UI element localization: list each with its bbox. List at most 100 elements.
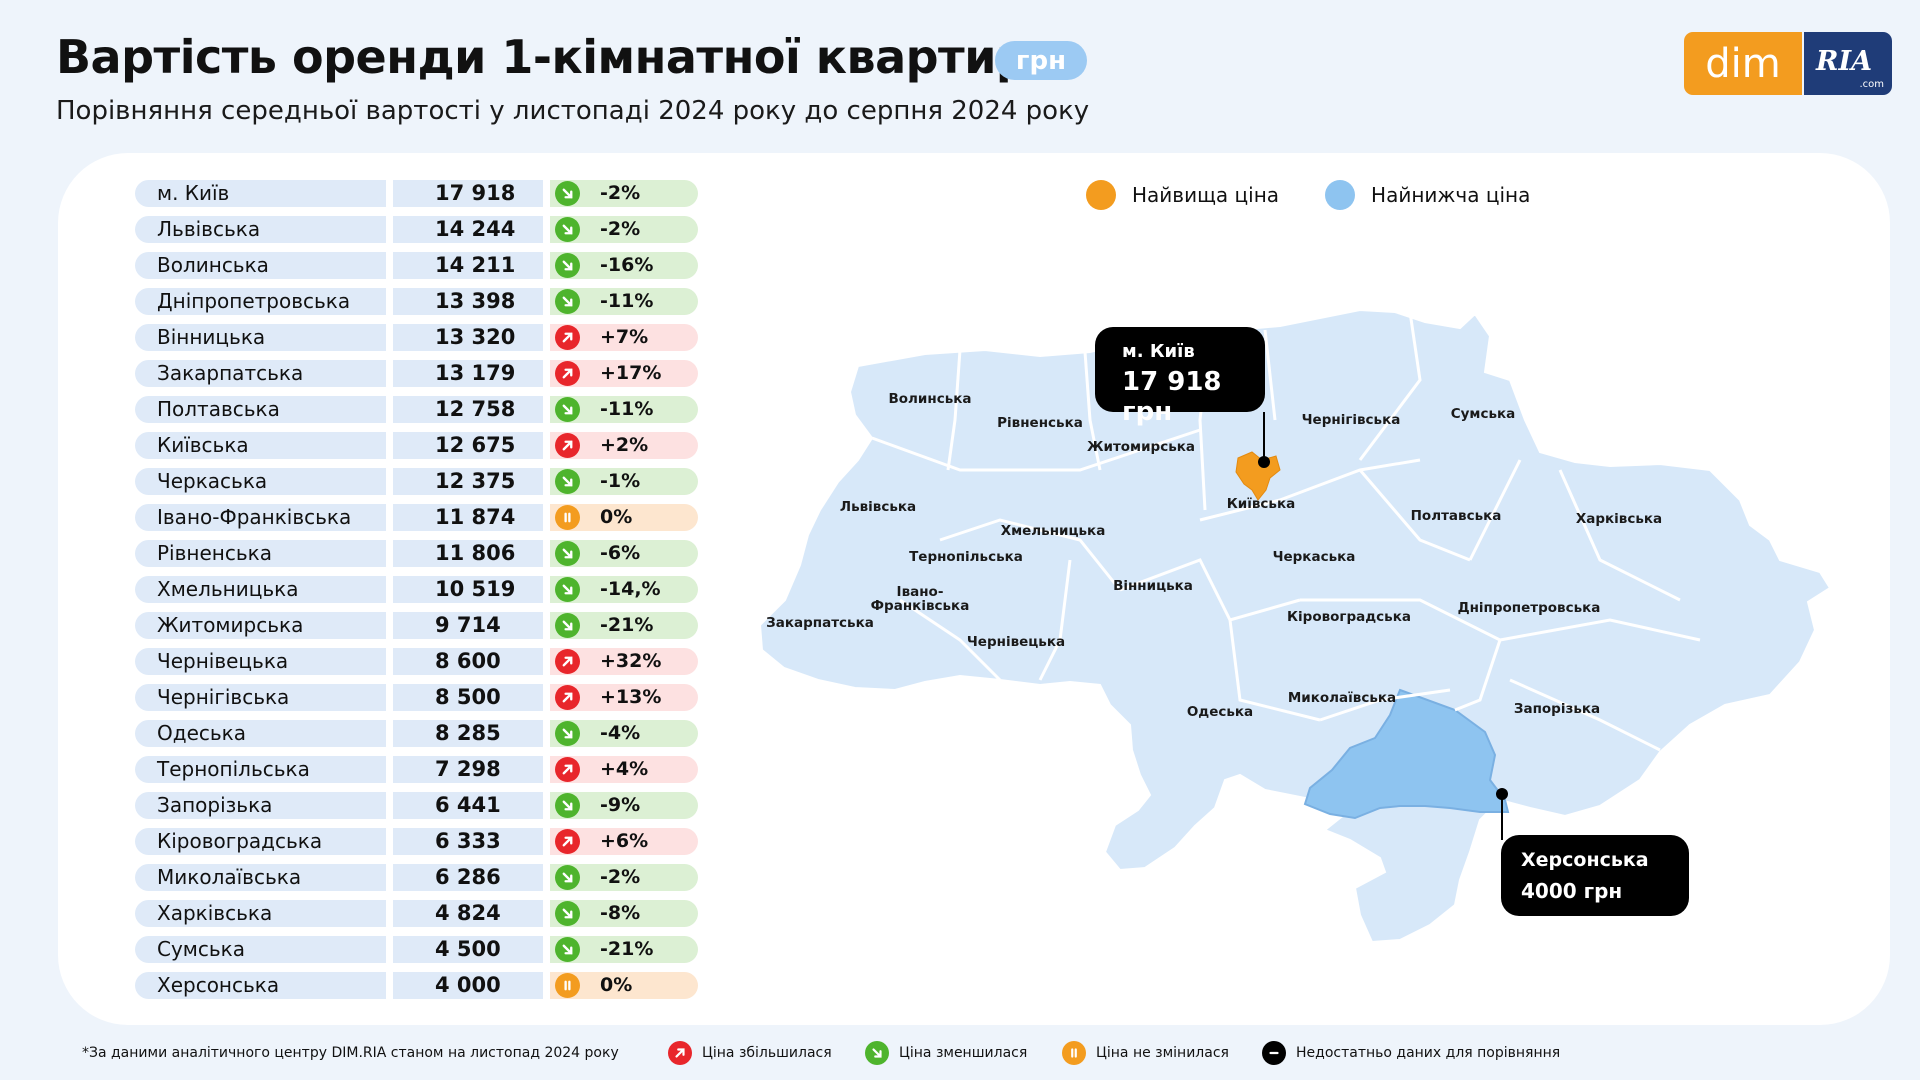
arrow-up-right-icon	[555, 325, 580, 350]
region-price: 6 441	[393, 792, 543, 819]
change-value: -9%	[600, 794, 641, 816]
region-change: -21%	[550, 612, 698, 639]
change-value: -4%	[600, 722, 641, 744]
region-change: +13%	[550, 684, 698, 711]
legend-no-data: Недостатньо даних для порівняння	[1262, 1041, 1560, 1065]
logo-ria-suffix: .com	[1859, 79, 1884, 90]
region-change: -2%	[550, 216, 698, 243]
change-value: -1%	[600, 470, 641, 492]
map-label-mykolaivska: Миколаївська	[1288, 690, 1396, 706]
region-price: 6 333	[393, 828, 543, 855]
region-price: 6 286	[393, 864, 543, 891]
pause-icon	[555, 973, 580, 998]
region-change: +17%	[550, 360, 698, 387]
arrow-down-right-icon	[555, 721, 580, 746]
arrow-down-right-icon	[555, 613, 580, 638]
region-name: Чернівецька	[135, 648, 386, 675]
map-label-lvivska: Львівська	[840, 499, 916, 515]
region-price: 8 600	[393, 648, 543, 675]
source-footnote: *За даними аналітичного центру DIM.RIA с…	[82, 1045, 619, 1061]
change-value: +4%	[600, 758, 649, 780]
map-label-ivano_2: Франківська	[871, 598, 970, 614]
region-name: Закарпатська	[135, 360, 386, 387]
region-name: Волинська	[135, 252, 386, 279]
map-label-chernivetska: Чернівецька	[967, 634, 1065, 650]
region-price: 12 758	[393, 396, 543, 423]
region-change: +2%	[550, 432, 698, 459]
region-change: +6%	[550, 828, 698, 855]
change-value: -11%	[600, 398, 654, 420]
change-value: -6%	[600, 542, 641, 564]
region-price: 12 675	[393, 432, 543, 459]
logo-ria-text: RIA	[1816, 46, 1873, 77]
arrow-up-right-icon	[555, 829, 580, 854]
callout-highest-value: 17 918 грн	[1122, 367, 1222, 427]
region-price: 8 285	[393, 720, 543, 747]
currency-badge: грн	[995, 41, 1087, 80]
change-value: -2%	[600, 218, 641, 240]
region-change: +32%	[550, 648, 698, 675]
map-label-khmelnytska: Хмельницька	[1001, 523, 1106, 539]
region-change: -4%	[550, 720, 698, 747]
lowest-price-callout: Херсонська 4000 грн	[1501, 835, 1689, 916]
arrow-down-right-icon	[555, 217, 580, 242]
ukraine-outline	[758, 308, 1832, 944]
region-price: 13 320	[393, 324, 543, 351]
region-change: -16%	[550, 252, 698, 279]
arrow-down-right-icon	[555, 577, 580, 602]
region-price: 9 714	[393, 612, 543, 639]
logo-dim-part: dim	[1684, 32, 1802, 95]
map-label-chernihivska: Чернігівська	[1302, 412, 1401, 428]
arrow-down-right-icon	[555, 253, 580, 278]
region-name: Київська	[135, 432, 386, 459]
map-label-ternopilska: Тернопільська	[909, 549, 1023, 565]
region-change: -6%	[550, 540, 698, 567]
region-change: 0%	[550, 972, 698, 999]
callout-lowest-name: Херсонська	[1521, 849, 1649, 871]
arrow-down-right-icon	[555, 289, 580, 314]
region-change: -2%	[550, 864, 698, 891]
page-title: Вартість оренди 1-кімнатної квартири	[56, 30, 1061, 84]
change-value: 0%	[600, 506, 633, 528]
map-label-dnipropetrovska: Дніпропетровська	[1458, 600, 1601, 616]
region-name: Львівська	[135, 216, 386, 243]
change-value: -21%	[600, 614, 654, 636]
lowest-price-label: Найнижча ціна	[1371, 183, 1531, 207]
map-label-ivano_1: Івано-	[897, 584, 944, 600]
arrow-down-right-icon	[555, 937, 580, 962]
region-price: 11 874	[393, 504, 543, 531]
pause-icon	[555, 505, 580, 530]
region-name: Запорізька	[135, 792, 386, 819]
region-name: Чернігівська	[135, 684, 386, 711]
pause-icon	[1062, 1041, 1086, 1065]
region-change: +7%	[550, 324, 698, 351]
arrow-down-right-icon	[555, 469, 580, 494]
arrow-up-right-icon	[668, 1041, 692, 1065]
change-value: 0%	[600, 974, 633, 996]
map-label-zhytomyrska: Житомирська	[1087, 439, 1195, 455]
callout-lowest-value: 4000 грн	[1521, 879, 1623, 903]
region-price: 10 519	[393, 576, 543, 603]
map-label-vinnytska: Вінницька	[1113, 578, 1193, 594]
arrow-down-right-icon	[555, 793, 580, 818]
region-change: 0%	[550, 504, 698, 531]
region-name: Рівненська	[135, 540, 386, 567]
dimria-logo: dim RIA .com	[1684, 32, 1892, 95]
highest-price-label: Найвища ціна	[1132, 183, 1280, 207]
callout-highest-name: м. Київ	[1122, 341, 1195, 362]
map-label-rivnenska: Рівненська	[997, 415, 1083, 431]
region-change: -21%	[550, 936, 698, 963]
lowest-price-dot	[1325, 180, 1356, 210]
kherson-region	[1303, 688, 1510, 820]
change-value: -14,%	[600, 578, 661, 600]
legend-up-label: Ціна збільшилася	[702, 1045, 832, 1061]
change-value: +7%	[600, 326, 649, 348]
map-label-kirovohradska: Кіровоградська	[1287, 609, 1411, 625]
legend-nodata-label: Недостатньо даних для порівняння	[1296, 1045, 1561, 1061]
highest-price-callout: м. Київ 17 918 грн	[1095, 327, 1265, 427]
change-value: +32%	[600, 650, 662, 672]
arrow-down-right-icon	[555, 901, 580, 926]
region-change: -11%	[550, 396, 698, 423]
